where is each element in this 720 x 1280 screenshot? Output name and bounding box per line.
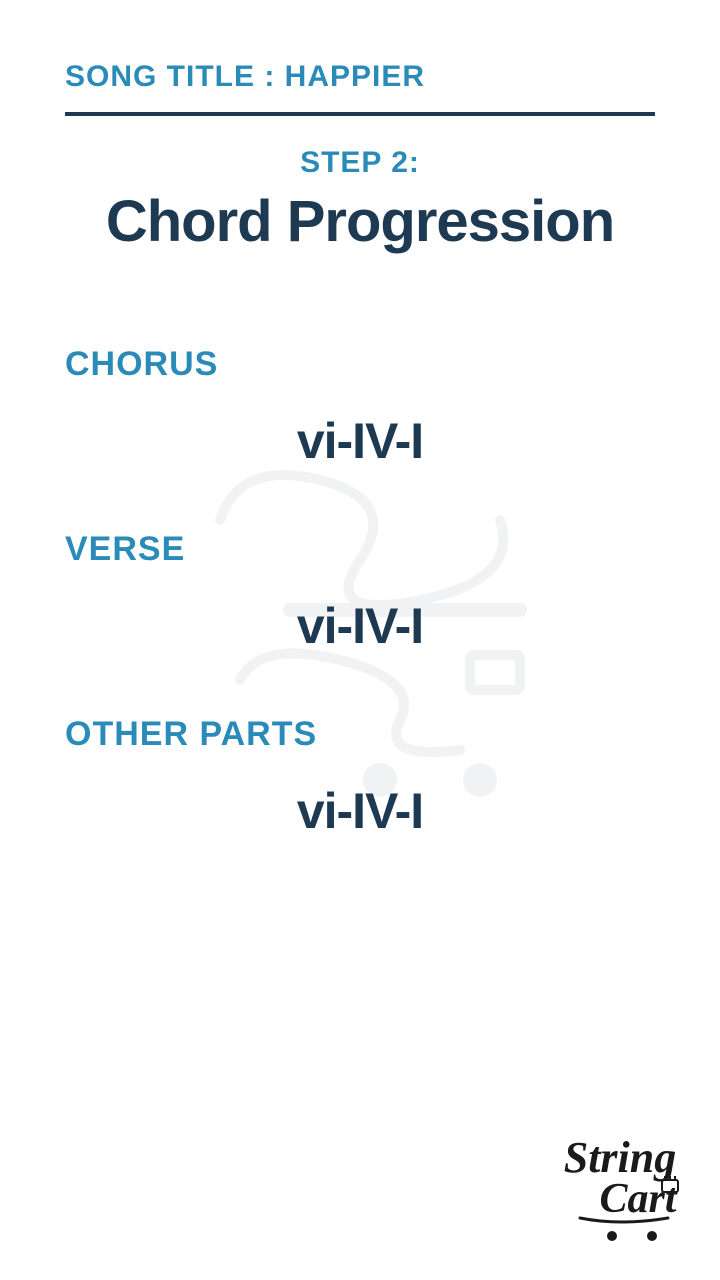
main-heading: Chord Progression (65, 188, 655, 255)
song-title: SONG TITLE : HAPPIER (65, 60, 655, 94)
svg-text:String: String (564, 1133, 677, 1182)
other-parts-label: OTHER PARTS (65, 715, 655, 754)
verse-label: VERSE (65, 530, 655, 569)
other-parts-chords: vi-IV-I (65, 782, 655, 840)
verse-chords: vi-IV-I (65, 597, 655, 655)
divider-line (65, 112, 655, 116)
chorus-label: CHORUS (65, 345, 655, 384)
brand-logo: String Cart (550, 1130, 690, 1250)
step-label: STEP 2: (65, 146, 655, 180)
chorus-chords: vi-IV-I (65, 412, 655, 470)
svg-text:Cart: Cart (599, 1176, 677, 1222)
